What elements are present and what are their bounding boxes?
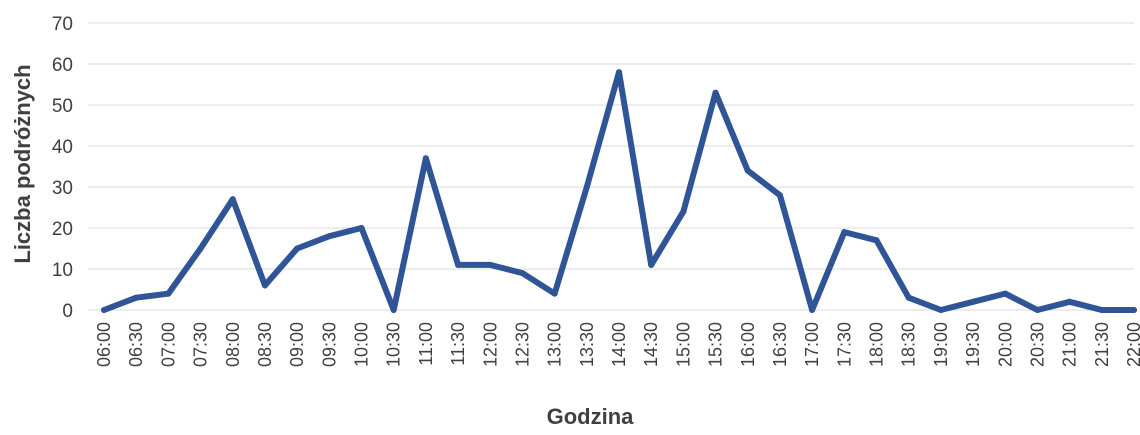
x-tick-label: 06:00 [94,322,114,367]
x-tick-label: 12:30 [512,322,532,367]
x-tick-label: 13:00 [545,322,565,367]
data-point [1131,307,1137,313]
x-tick-label: 11:00 [416,322,436,366]
x-tick-label: 10:00 [352,322,372,367]
x-tick-label: 08:00 [223,322,243,367]
data-point [197,245,204,252]
x-tick-label: 13:30 [577,322,597,367]
data-point [101,307,107,313]
data-point [1066,298,1073,305]
data-point [133,294,140,301]
y-axis-ticks: 0 10 20 30 40 50 60 70 [52,14,73,322]
data-point [551,290,558,297]
x-tick-label: 20:00 [995,322,1015,367]
y-tick-label: 10 [52,260,73,281]
x-tick-label: 22:00 [1124,322,1140,367]
gridlines [88,22,1134,311]
x-tick-label: 09:30 [319,322,339,367]
x-tick-label: 14:30 [641,322,661,367]
data-point [165,290,172,297]
data-point [937,307,944,313]
x-axis-ticks: 06:00 06:30 07:00 07:30 08:00 08:30 09:00 09:30… [94,322,1140,367]
series-line-0 [101,69,1137,313]
data-point [970,298,977,305]
x-tick-label: 11:30 [448,322,468,366]
data-point [809,307,816,313]
x-tick-label: 07:30 [191,322,211,367]
y-tick-label: 40 [52,137,73,158]
series-layer [101,69,1137,313]
x-tick-label: 10:30 [384,322,404,367]
data-point [487,261,494,268]
x-axis-title: Godzina [547,404,635,429]
data-point [455,261,462,268]
y-tick-label: 30 [52,178,73,199]
x-tick-label: 08:30 [255,322,275,367]
y-tick-label: 60 [52,55,73,76]
data-point [390,307,397,313]
x-tick-label: 15:30 [706,322,726,367]
data-point [326,233,333,240]
y-axis-title: Liczba podróżnych [10,64,35,263]
y-tick-label: 0 [62,301,73,322]
data-point [841,229,848,236]
data-point [1034,307,1041,313]
x-tick-label: 20:30 [1027,322,1047,367]
data-point [358,225,365,231]
x-tick-label: 17:30 [834,322,854,367]
x-tick-label: 21:00 [1060,322,1080,367]
y-tick-label: 70 [52,14,73,35]
x-tick-label: 21:30 [1092,322,1112,367]
x-tick-label: 16:30 [770,322,790,367]
data-point [744,167,751,174]
x-tick-label: 19:00 [931,322,951,367]
data-point [712,89,719,96]
data-point [229,196,236,203]
data-point [422,155,429,162]
data-point [261,282,268,289]
data-point [519,270,526,277]
x-tick-label: 18:30 [899,322,919,367]
x-tick-label: 16:00 [738,322,758,367]
y-tick-label: 50 [52,96,73,117]
data-point [616,69,622,76]
x-tick-label: 09:00 [287,322,307,367]
data-point [1002,290,1009,297]
data-point [1098,307,1105,313]
data-point [648,261,655,268]
data-point [294,245,301,252]
data-point [905,294,912,301]
data-point [583,184,590,190]
data-point [873,237,880,244]
x-tick-label: 19:30 [963,322,983,367]
x-tick-label: 18:00 [867,322,887,367]
x-tick-label: 17:00 [802,322,822,367]
x-tick-label: 07:00 [158,322,178,367]
x-tick-label: 12:00 [480,322,500,367]
x-tick-label: 06:30 [126,322,146,367]
data-point [680,208,687,215]
y-tick-label: 20 [52,219,73,240]
x-tick-label: 15:00 [673,322,693,367]
x-tick-label: 14:00 [609,322,629,367]
data-point [776,192,783,199]
